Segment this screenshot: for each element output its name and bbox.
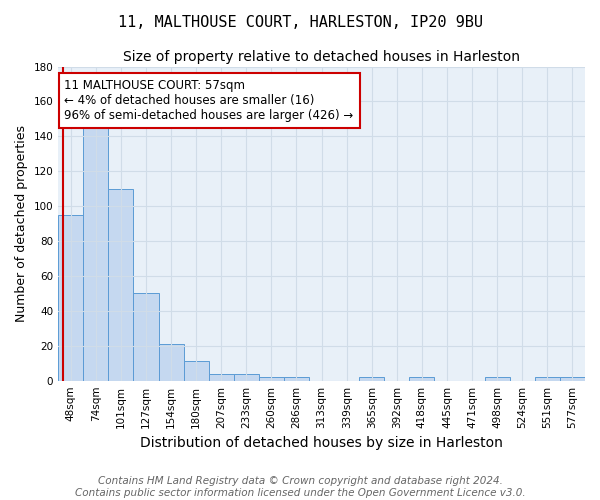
- Bar: [184, 362, 209, 380]
- Bar: [560, 377, 585, 380]
- Bar: [259, 377, 284, 380]
- Bar: [409, 377, 434, 380]
- Bar: [158, 344, 184, 381]
- Text: Contains HM Land Registry data © Crown copyright and database right 2024.
Contai: Contains HM Land Registry data © Crown c…: [74, 476, 526, 498]
- Bar: [109, 188, 133, 380]
- Bar: [234, 374, 259, 380]
- X-axis label: Distribution of detached houses by size in Harleston: Distribution of detached houses by size …: [140, 436, 503, 450]
- Bar: [284, 377, 309, 380]
- Bar: [58, 215, 83, 380]
- Bar: [83, 119, 109, 380]
- Bar: [209, 374, 234, 380]
- Bar: [359, 377, 385, 380]
- Bar: [535, 377, 560, 380]
- Title: Size of property relative to detached houses in Harleston: Size of property relative to detached ho…: [123, 50, 520, 64]
- Bar: [133, 294, 158, 380]
- Bar: [485, 377, 510, 380]
- Text: 11 MALTHOUSE COURT: 57sqm
← 4% of detached houses are smaller (16)
96% of semi-d: 11 MALTHOUSE COURT: 57sqm ← 4% of detach…: [64, 79, 353, 122]
- Y-axis label: Number of detached properties: Number of detached properties: [15, 125, 28, 322]
- Text: 11, MALTHOUSE COURT, HARLESTON, IP20 9BU: 11, MALTHOUSE COURT, HARLESTON, IP20 9BU: [118, 15, 482, 30]
